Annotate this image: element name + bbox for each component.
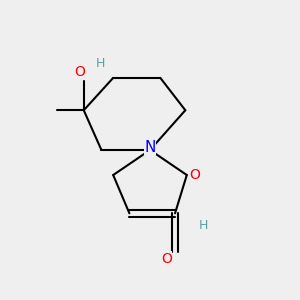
- Text: O: O: [161, 252, 172, 266]
- Text: H: H: [198, 219, 208, 232]
- Text: O: O: [74, 65, 85, 79]
- Text: N: N: [144, 140, 156, 154]
- Text: O: O: [190, 168, 200, 182]
- Text: H: H: [95, 57, 105, 70]
